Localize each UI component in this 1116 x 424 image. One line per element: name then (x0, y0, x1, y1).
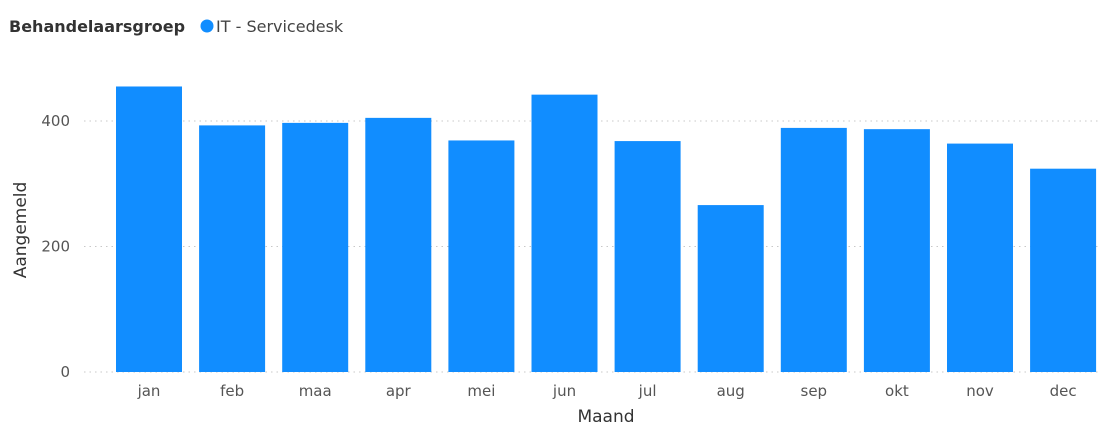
y-tick-label: 400 (41, 112, 70, 130)
y-axis-title: Aangemeld (11, 182, 31, 279)
legend-title: Behandelaarsgroep (9, 17, 185, 36)
x-tick-label-mei: mei (467, 382, 495, 400)
bar-jan[interactable] (116, 86, 182, 373)
x-tick-label-apr: apr (386, 382, 412, 400)
x-tick-label-jan: jan (137, 382, 161, 400)
x-tick-label-nov: nov (966, 382, 994, 400)
y-tick-label: 0 (60, 363, 70, 381)
bar-mei[interactable] (448, 140, 515, 372)
legend[interactable]: Behandelaarsgroep IT - Servicedesk (9, 17, 344, 36)
x-tick-label-maa: maa (299, 382, 332, 400)
legend-label-it-servicedesk: IT - Servicedesk (216, 17, 344, 36)
x-tick-label-dec: dec (1050, 382, 1077, 400)
bar-jul[interactable] (614, 141, 681, 372)
x-tick-label-sep: sep (801, 382, 828, 400)
bar-maa[interactable] (282, 122, 349, 372)
x-tick-label-aug: aug (717, 382, 745, 400)
bars (116, 86, 1097, 373)
bar-apr[interactable] (365, 117, 432, 372)
x-tick-label-okt: okt (885, 382, 909, 400)
x-tick-label-jul: jul (638, 382, 657, 400)
x-tick-label-feb: feb (220, 382, 244, 400)
bar-dec[interactable] (1030, 168, 1097, 372)
bar-aug[interactable] (697, 205, 764, 372)
y-axis-ticks: 0 200 400 (41, 112, 70, 381)
x-axis-ticks: jan feb maa apr mei jun jul aug sep okt nov dec (137, 382, 1077, 400)
bar-okt[interactable] (863, 129, 930, 372)
x-tick-label-jun: jun (552, 382, 576, 400)
bar-jun[interactable] (531, 94, 598, 373)
legend-marker-it-servicedesk (200, 19, 214, 33)
bar-sep[interactable] (780, 127, 847, 372)
bar-feb[interactable] (199, 125, 266, 372)
y-tick-label: 200 (41, 238, 70, 256)
x-axis-title: Maand (577, 407, 634, 424)
bar-nov[interactable] (947, 143, 1013, 372)
